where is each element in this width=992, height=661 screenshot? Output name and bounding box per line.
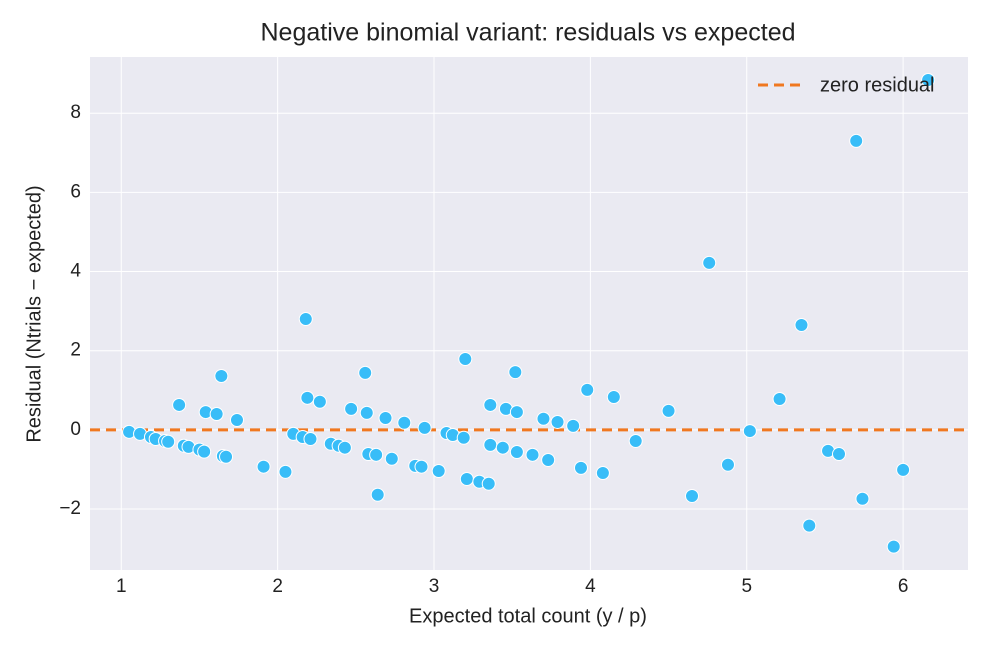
scatter-point	[214, 369, 229, 384]
scatter-point	[508, 365, 523, 380]
scatter-point	[855, 491, 870, 506]
scatter-point	[197, 444, 212, 459]
scatter-point	[595, 466, 610, 481]
scatter-point	[358, 365, 373, 380]
scatter-point	[720, 457, 735, 472]
scatter-point	[369, 447, 384, 462]
scatter-point	[886, 539, 901, 554]
scatter-point	[536, 411, 551, 426]
scatter-point	[772, 392, 787, 406]
x-tick-label: 3	[429, 576, 440, 597]
scatter-point	[303, 431, 318, 446]
scatter-point	[161, 434, 176, 449]
scatter-point	[312, 394, 327, 409]
y-tick-label: 6	[70, 181, 81, 202]
scatter-point	[685, 488, 700, 503]
scatter-point	[337, 440, 352, 455]
scatter-point	[483, 437, 498, 452]
scatter-point	[566, 418, 581, 433]
scatter-point	[359, 405, 374, 420]
scatter-point	[414, 459, 429, 474]
scatter-point	[509, 405, 524, 420]
scatter-point	[573, 460, 588, 475]
scatter-point	[896, 462, 911, 477]
scatter-point	[525, 447, 540, 462]
x-axis-label: Expected total count (y / p)	[409, 605, 647, 627]
scatter-point	[209, 407, 224, 422]
scatter-point	[661, 403, 676, 418]
legend-label: zero residual	[820, 74, 935, 96]
scatter-point	[702, 255, 717, 270]
y-tick-label: 2	[70, 340, 81, 361]
scatter-point	[344, 401, 359, 416]
scatter-point	[849, 133, 864, 148]
x-tick-label: 6	[898, 576, 909, 597]
y-tick-label: −2	[59, 498, 81, 519]
scatter-point	[481, 476, 496, 491]
chart-title: Negative binomial variant: residuals vs …	[261, 19, 796, 47]
scatter-point	[370, 487, 385, 502]
scatter-point	[831, 447, 846, 462]
scatter-point	[580, 382, 595, 397]
scatter-point	[509, 445, 524, 460]
y-tick-label: 8	[70, 102, 81, 123]
scatter-point	[229, 412, 244, 427]
scatter-point	[298, 312, 313, 327]
scatter-point	[459, 471, 474, 486]
scatter-point	[794, 317, 809, 332]
scatter-point	[458, 352, 473, 367]
y-tick-label: 0	[70, 419, 81, 440]
scatter-point	[541, 452, 556, 467]
scatter-point	[384, 451, 399, 466]
scatter-point	[219, 449, 234, 464]
scatter-point	[456, 430, 471, 445]
scatter-point	[278, 464, 293, 479]
scatter-point	[606, 390, 621, 405]
scatter-point	[742, 424, 757, 439]
scatter-point	[802, 518, 817, 533]
scatter-point	[483, 397, 498, 412]
scatter-point	[921, 72, 936, 87]
scatter-point	[256, 459, 271, 474]
plot-area	[90, 57, 968, 570]
scatter-point	[397, 415, 412, 430]
x-tick-label: 4	[585, 576, 596, 597]
scatter-point	[550, 414, 565, 429]
scatter-point	[300, 390, 315, 405]
x-tick-label: 5	[741, 576, 752, 597]
scatter-point	[417, 420, 432, 435]
scatter-point	[495, 440, 510, 455]
y-tick-label: 4	[70, 261, 81, 282]
y-axis-label: Residual (Ntrials − expected)	[23, 185, 45, 442]
scatter-point	[431, 464, 446, 479]
x-tick-label: 2	[272, 576, 283, 597]
x-tick-label: 1	[116, 576, 127, 597]
scatter-point	[172, 397, 187, 412]
scatter-point	[378, 411, 393, 425]
scatter-point	[628, 433, 643, 448]
